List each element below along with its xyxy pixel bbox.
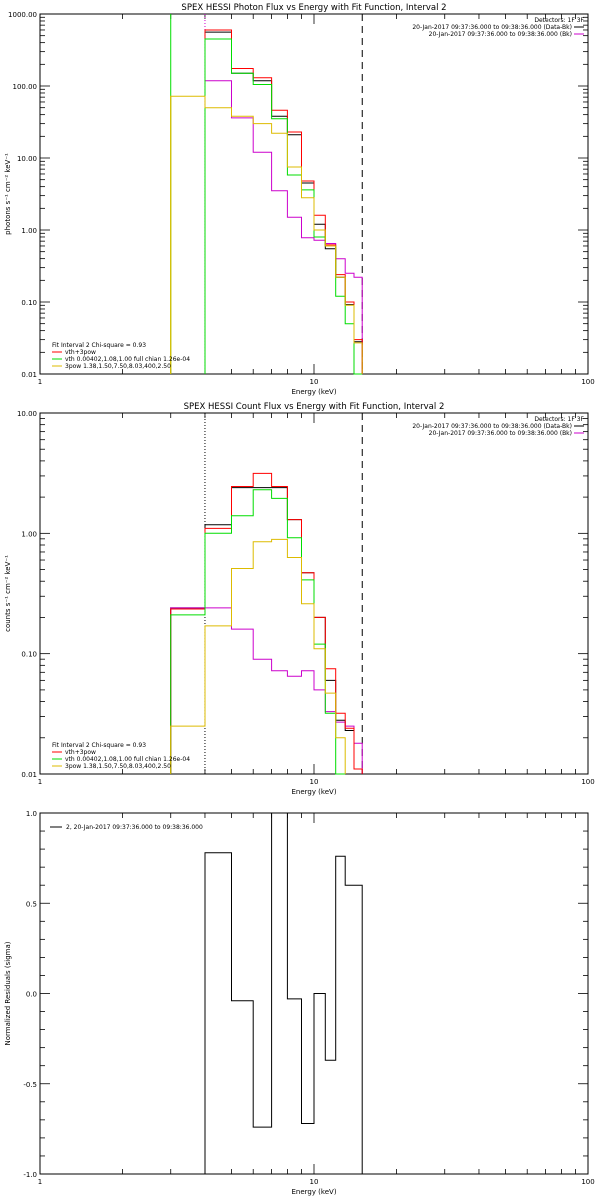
x-tick-label: 1 [38,1178,42,1186]
legend-entry: 20-Jan-2017 09:37:36.000 to 09:38:36.000… [429,430,572,437]
y-axis-label: Normalized Residuals (sigma) [4,941,12,1045]
chart-title: SPEX HESSI Photon Flux vs Energy with Fi… [181,3,446,13]
legend-entry: vth 0.00402,1.08,1.00 full chian 1.26e-0… [65,756,190,763]
series-2-histogram [204,29,363,374]
x-tick-label: 10 [310,778,319,786]
x-tick-label: 100 [581,1178,594,1186]
y-tick-label: 1000.00 [8,11,37,19]
x-axis-label: Energy (keV) [291,388,336,396]
x-tick-label: 100 [581,778,594,786]
legend-entry: 20-Jan-2017 09:37:36.000 to 09:38:36.000… [429,31,572,38]
legend-entry: Fit Interval 2 Chi-square = 0.93 [52,742,146,749]
legend-entry: Fit Interval 2 Chi-square = 0.93 [52,342,146,349]
x-tick-label: 1 [38,778,42,786]
y-tick-label: 1.0 [26,810,37,818]
y-tick-label: 100.00 [13,83,38,91]
y-tick-label: -0.5 [23,1081,37,1089]
y-tick-label: 0.01 [21,371,37,379]
y-tick-label: -1.0 [23,1171,37,1179]
series-0-histogram [204,31,363,374]
series-0-histogram [204,812,363,1174]
series-4-histogram [170,538,346,774]
legend-entry: vth+3pow [65,349,96,356]
y-tick-label: 0.0 [26,991,37,999]
y-tick-label: 0.10 [21,299,37,307]
legend-entry: Detectors: 1F 3F [534,416,584,423]
y-axis-label: photons s⁻¹ cm⁻² keV⁻¹ [4,153,12,235]
x-axis-label: Energy (keV) [291,788,336,796]
legend-entry: 20-Jan-2017 09:37:36.000 to 09:38:36.000… [412,423,572,430]
series-1-histogram [204,80,363,374]
legend-entry: 20-Jan-2017 09:37:36.000 to 09:38:36.000… [412,24,572,31]
legend-entry: 2, 20-Jan-2017 09:37:36.000 to 09:38:36.… [66,824,203,831]
x-axis-label: Energy (keV) [291,1188,336,1196]
series-1-histogram [170,607,363,774]
x-tick-label: 10 [310,378,319,386]
series-3-histogram [170,489,346,775]
y-tick-label: 1.00 [21,227,37,235]
legend-entry: vth+3pow [65,749,96,756]
legend-entry: vth 0.00402,1.08,1.00 full chian 1.26e-0… [65,356,190,363]
y-axis-label: counts s⁻¹ cm⁻² keV⁻¹ [4,555,12,632]
legend-entry: 3pow 1.38,1.50,7.50,8.03,400,2.50 [65,763,171,770]
y-tick-label: 1.00 [21,530,37,538]
x-tick-label: 100 [581,378,594,386]
series-3-histogram [204,38,363,375]
legend-entry: 3pow 1.38,1.50,7.50,8.03,400,2.50 [65,363,171,370]
y-tick-label: 10.00 [17,155,37,163]
y-tick-label: 0.10 [21,651,37,659]
x-tick-label: 1 [38,378,42,386]
chart-title: SPEX HESSI Count Flux vs Energy with Fit… [184,402,445,412]
y-tick-label: 0.01 [21,771,37,779]
y-tick-label: 10.00 [17,410,37,418]
x-tick-label: 10 [310,1178,319,1186]
series-4-histogram [170,95,363,374]
series-2-histogram [170,472,363,774]
y-tick-label: 0.5 [26,900,37,908]
series-0-histogram [170,487,363,774]
legend-entry: Detectors: 1F 3F [534,17,584,24]
